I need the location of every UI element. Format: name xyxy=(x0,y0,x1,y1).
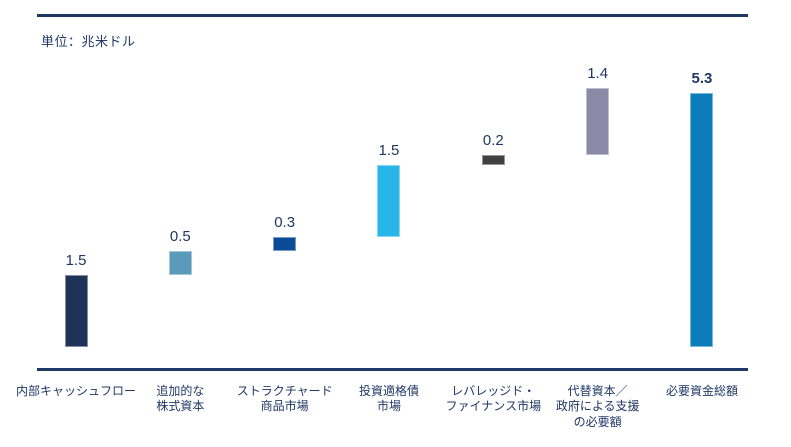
waterfall-bar xyxy=(168,251,192,275)
top-rule xyxy=(37,14,748,17)
bar-value-label: 5.3 xyxy=(691,69,713,87)
bar-value-label: 1.4 xyxy=(587,64,609,82)
bar-category-label: 内部キャッシュフロー xyxy=(15,384,136,398)
waterfall-bar xyxy=(690,92,714,347)
waterfall-bar xyxy=(64,275,88,347)
waterfall-bar xyxy=(377,164,401,237)
unit-label: 単位：兆米ドル xyxy=(41,34,136,49)
waterfall-bar xyxy=(273,236,297,251)
bar-category-label: レバレッジド・ ファイナンス市場 xyxy=(445,384,542,414)
x-axis-line xyxy=(37,368,748,371)
bar-category-label: 代替資本／ 政府による支援 の必要額 xyxy=(555,384,640,429)
bar-value-label: 0.3 xyxy=(274,213,296,231)
bar-value-label: 0.5 xyxy=(169,228,191,245)
bar-value-label: 1.5 xyxy=(378,141,400,159)
bar-category-label: 必要資金総額 xyxy=(665,384,738,398)
bar-value-label: 0.2 xyxy=(482,132,504,149)
waterfall-bar xyxy=(481,155,505,165)
bar-category-label: 投資適格債 市場 xyxy=(358,384,419,414)
bar-category-label: ストラクチャード 商品市場 xyxy=(236,384,333,414)
waterfall-bar xyxy=(586,87,610,155)
bar-category-label: 追加的な 株式資本 xyxy=(156,384,205,414)
bar-value-label: 1.5 xyxy=(65,252,87,269)
